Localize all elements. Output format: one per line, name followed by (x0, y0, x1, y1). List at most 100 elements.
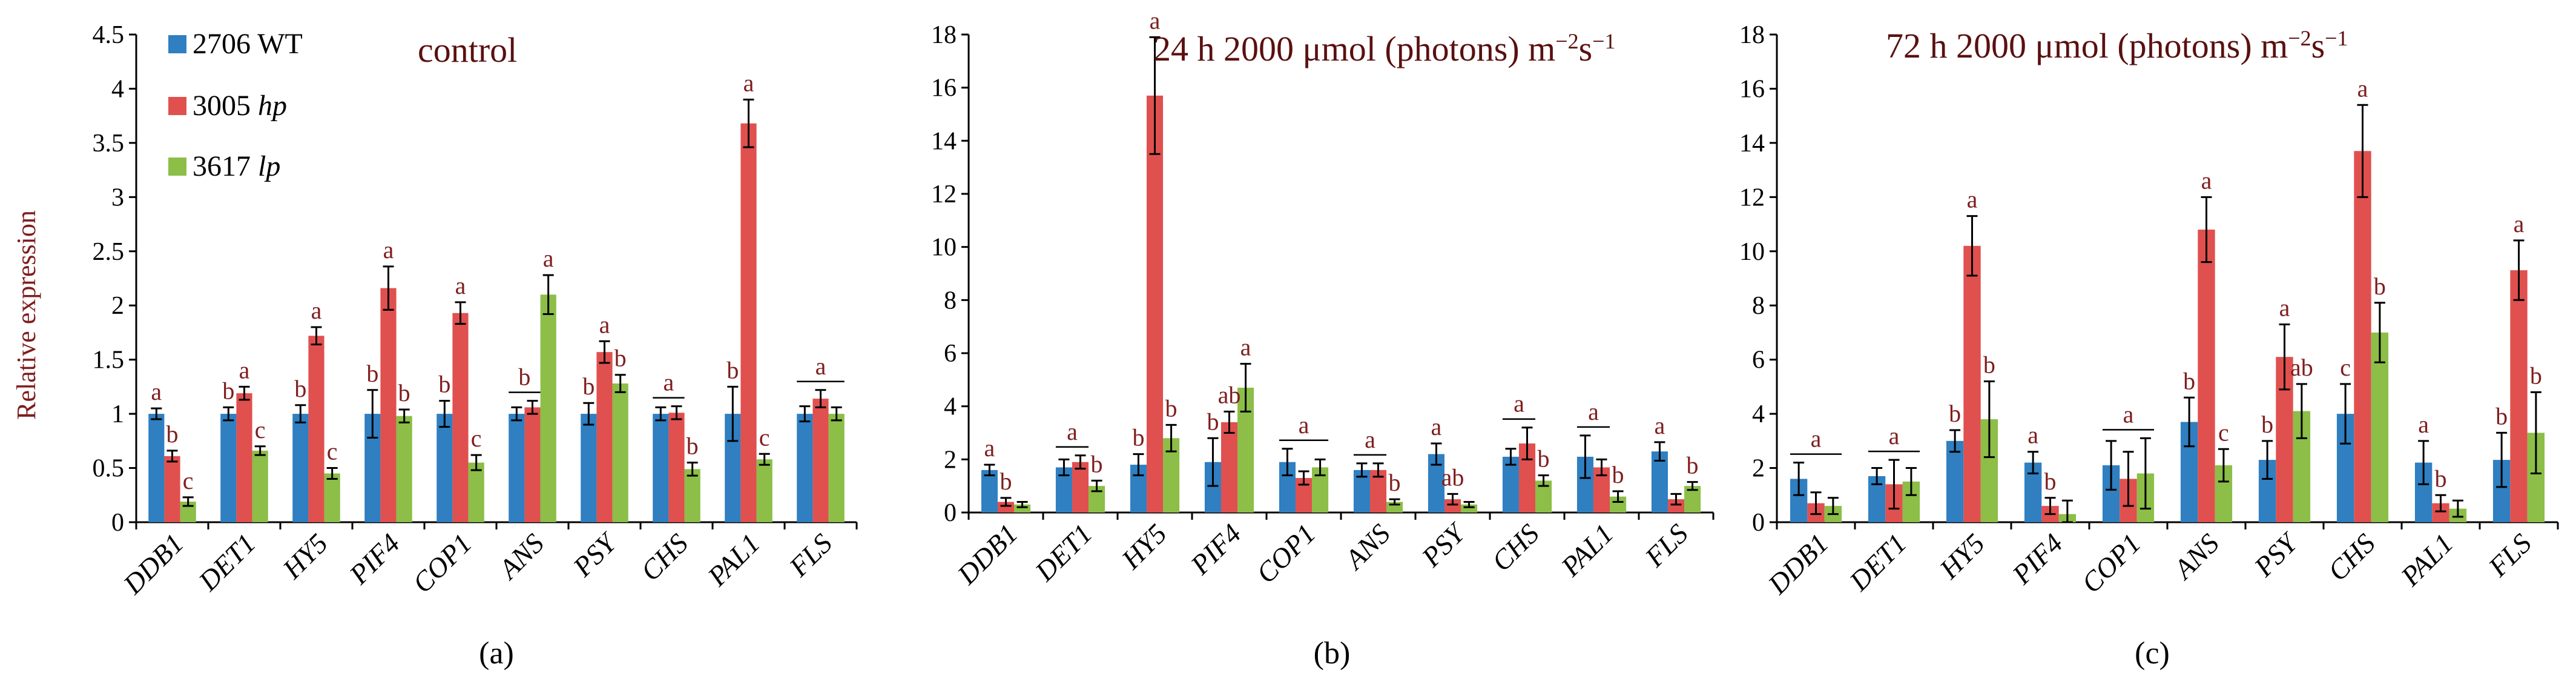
category-label: DDB1 (1762, 528, 1834, 600)
y-tick-label: 12 (931, 181, 957, 208)
significance-label: a (2357, 75, 2368, 102)
significance-label: a (743, 69, 754, 96)
significance-label: ab (1441, 463, 1464, 491)
significance-label: b (2183, 367, 2195, 394)
category-label: PIF4 (343, 528, 406, 591)
bar (581, 414, 597, 522)
bar (1946, 440, 1964, 522)
significance-label: c (183, 467, 194, 494)
bar (436, 414, 453, 522)
bar (1963, 245, 1981, 522)
chart-title: 72 h 2000 μmol (photons) m−2s−1 (1886, 26, 2348, 65)
category-label: HY5 (1115, 518, 1173, 576)
significance-label: b (166, 420, 179, 448)
significance-group-label: a (1811, 425, 1822, 453)
significance-label: b (1687, 452, 1699, 479)
significance-label: c (327, 438, 338, 465)
significance-label: b (1000, 468, 1012, 495)
significance-group-label: a (1889, 422, 1900, 449)
bar (292, 414, 309, 522)
legend-label-hp: 3005 hp (193, 90, 287, 122)
significance-group-label: a (815, 353, 826, 380)
significance-group-label: a (1365, 426, 1375, 453)
significance-label: a (151, 378, 162, 405)
category-label: FLS (783, 528, 838, 583)
category-label: PSY (2248, 526, 2305, 583)
significance-label: b (2044, 468, 2057, 495)
bar (148, 414, 165, 522)
panel-label: (c) (2135, 636, 2170, 671)
bar (468, 462, 484, 522)
significance-label: a (2418, 411, 2429, 438)
bar (1502, 456, 1519, 513)
category-label: HY5 (1933, 528, 1991, 585)
bar (997, 502, 1015, 513)
legend: 2706 WT 3005 hp 3617 lp (168, 28, 303, 182)
bar (797, 414, 813, 522)
significance-label: a (383, 236, 394, 264)
bar (1444, 499, 1461, 513)
bar (684, 469, 700, 522)
y-tick-label: 4.5 (93, 21, 125, 49)
significance-label: b (1983, 351, 1995, 378)
y-tick-label: 14 (1739, 130, 1765, 158)
y-tick-label: 4 (1752, 400, 1765, 428)
significance-label: a (2279, 294, 2290, 322)
category-label: PSY (1415, 516, 1472, 573)
chart-title: control (418, 30, 517, 70)
category-label: DET1 (1029, 518, 1098, 587)
significance-label: ab (1218, 381, 1241, 408)
y-tick-label: 0.5 (93, 455, 125, 483)
significance-label: b (2495, 402, 2508, 430)
bar (2354, 151, 2371, 523)
significance-label: b (222, 377, 234, 404)
category-label: DDB1 (951, 518, 1024, 591)
y-tick-label: 4 (944, 393, 957, 421)
y-tick-label: 18 (1739, 21, 1765, 49)
bar (396, 416, 412, 522)
bar (308, 336, 324, 522)
category-label: FLS (2482, 528, 2537, 583)
significance-label: c (2340, 354, 2351, 381)
bar (828, 414, 845, 522)
category-label: DET1 (1843, 528, 1912, 597)
bar (1072, 462, 1089, 513)
significance-label: a (543, 245, 554, 272)
category-label: CHS (634, 528, 694, 587)
significance-label: b (366, 360, 378, 387)
panel-label: (b) (1314, 636, 1351, 671)
significance-label: b (1389, 469, 1401, 496)
y-tick-label: 1 (111, 400, 124, 428)
y-tick-label: 0 (111, 509, 124, 537)
significance-label: c (471, 425, 482, 452)
y-tick-label: 2 (1752, 455, 1765, 483)
chart-title: 24 h 2000 μmol (photons) m−2s−1 (1153, 29, 1615, 68)
y-tick-label: 14 (931, 127, 957, 155)
bar (1220, 422, 1238, 513)
significance-group-label: a (1299, 411, 1309, 439)
y-axis-label: Relative expression (12, 210, 41, 420)
bar (324, 473, 340, 522)
significance-label: b (2374, 273, 2386, 300)
category-label: PAL1 (2394, 528, 2459, 592)
bar (981, 469, 998, 513)
category-label: COP1 (407, 528, 478, 599)
category-label: PAL1 (1555, 518, 1619, 583)
significance-label: c (255, 416, 266, 443)
y-tick-label: 3 (111, 184, 124, 211)
significance-label: c (759, 423, 770, 451)
bar (524, 407, 541, 522)
significance-label: b (2530, 362, 2542, 389)
category-label: COP1 (2075, 528, 2146, 599)
chart-panel-c: 024681012141618aDDB1aDET1babHY5abPIF4aCO… (1739, 21, 2559, 671)
significance-label: a (1431, 413, 1442, 440)
significance-label: a (1655, 412, 1665, 439)
significance-group-label: a (664, 369, 674, 396)
significance-label: a (1150, 7, 1161, 34)
significance-label: a (311, 297, 322, 324)
significance-group-label: a (1588, 398, 1599, 425)
category-label: PIF4 (1184, 518, 1247, 581)
category-label: COP1 (1250, 518, 1321, 589)
legend-label-lp: 3617 lp (193, 150, 280, 182)
